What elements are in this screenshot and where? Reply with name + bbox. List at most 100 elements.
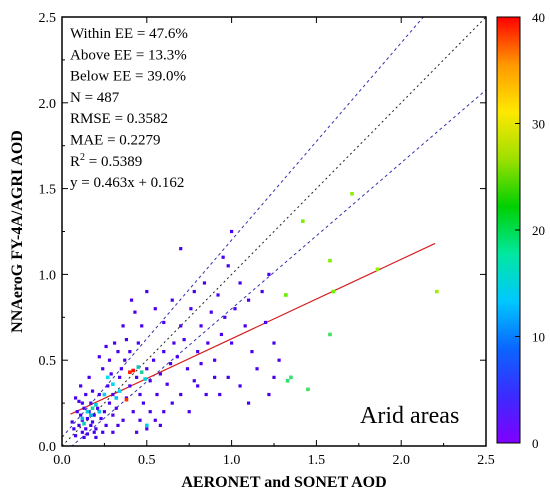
data-point — [179, 247, 183, 251]
data-point — [109, 372, 113, 376]
data-point — [226, 375, 230, 379]
stat-above-ee: Above EE = 13.3% — [70, 47, 187, 63]
data-point-highlight — [105, 375, 110, 380]
data-point — [263, 320, 268, 325]
data-point — [89, 401, 93, 405]
data-point — [136, 341, 140, 345]
data-point-highlight — [331, 289, 336, 294]
data-point — [145, 367, 149, 371]
data-point — [199, 324, 203, 328]
data-point — [84, 392, 88, 397]
data-point — [70, 420, 74, 424]
stat-below-ee: Below EE = 39.0% — [70, 69, 186, 85]
data-point — [255, 367, 259, 371]
data-point — [277, 358, 281, 362]
data-point — [94, 435, 98, 440]
data-point-highlight — [114, 396, 119, 400]
data-point — [135, 375, 139, 379]
data-point — [131, 410, 135, 414]
colorbar-tick-label: 0 — [532, 436, 539, 451]
data-point — [204, 392, 208, 397]
x-axis-label: AERONET and SONET AOD — [181, 474, 386, 491]
data-point — [187, 410, 191, 414]
stat-r2-superscript: 2 — [80, 152, 85, 163]
data-point — [89, 423, 93, 428]
data-points — [70, 191, 439, 440]
x-tick-label: 2.5 — [477, 453, 495, 468]
colorbar-tick-label: 10 — [532, 330, 545, 345]
data-point-highlight — [289, 375, 293, 380]
ee-upper-line — [62, 17, 424, 438]
one-to-one-line — [62, 17, 486, 446]
data-point — [80, 430, 84, 434]
stat-mae: MAE = 0.2279 — [70, 133, 161, 149]
data-point — [97, 392, 101, 397]
data-point — [114, 406, 118, 410]
data-point — [267, 392, 271, 397]
data-point — [172, 341, 176, 345]
data-point — [104, 344, 108, 349]
data-point — [92, 430, 96, 434]
colorbar-tick-label: 20 — [532, 223, 545, 238]
data-point — [141, 401, 146, 405]
data-point — [138, 392, 142, 397]
data-point-highlight — [94, 403, 98, 407]
x-tick-label: 1.5 — [308, 453, 326, 468]
data-point — [116, 350, 120, 354]
data-point — [118, 375, 122, 379]
data-point — [168, 362, 173, 366]
data-point — [145, 289, 149, 294]
data-point — [170, 298, 174, 302]
data-point — [99, 416, 103, 421]
data-point — [151, 358, 156, 362]
data-point — [148, 379, 152, 383]
data-point — [243, 324, 247, 328]
colorbar-tick-label: 40 — [532, 10, 545, 25]
stat-n: N = 487 — [70, 90, 120, 106]
data-point — [112, 341, 117, 345]
data-point — [77, 423, 81, 428]
data-point — [106, 384, 110, 388]
stat-r2-value: = 0.5389 — [85, 154, 142, 170]
data-point — [192, 379, 196, 383]
data-point — [238, 384, 242, 388]
data-point-highlight — [375, 267, 380, 272]
y-tick-label: 2.0 — [39, 97, 57, 112]
colorbar-tick-label: 30 — [532, 117, 545, 132]
data-point-highlight — [80, 416, 85, 421]
data-point — [199, 362, 203, 366]
data-point — [206, 341, 210, 345]
stat-r2: R2 = 0.5389 — [70, 152, 142, 170]
data-point — [82, 435, 86, 440]
data-point — [216, 293, 220, 297]
data-point — [84, 427, 88, 431]
data-point — [230, 341, 234, 345]
data-point — [73, 396, 78, 400]
data-point — [79, 413, 83, 417]
data-point — [128, 350, 132, 354]
data-point — [80, 401, 84, 405]
data-point — [213, 358, 217, 362]
data-point — [246, 298, 251, 302]
data-point-highlight — [350, 191, 354, 196]
data-point — [116, 423, 120, 428]
data-point-highlight — [117, 389, 122, 393]
data-point — [72, 427, 76, 431]
data-point — [87, 375, 91, 379]
data-point — [185, 367, 190, 371]
data-point — [230, 229, 234, 234]
x-tick-label: 1.0 — [223, 453, 241, 468]
data-point-highlight — [136, 365, 141, 369]
data-point-highlight — [102, 392, 107, 397]
data-point — [90, 420, 95, 424]
plot-area: 0.00.0 0.5 0.5 1.0 1.0 1.5 1.5 2.0 2.0 2.5 2.5 0 10 2… — [39, 10, 546, 468]
data-point-highlight — [284, 293, 288, 297]
data-point — [121, 418, 125, 422]
data-point — [75, 410, 79, 414]
data-point — [196, 350, 200, 354]
data-point — [238, 281, 242, 285]
data-point — [223, 315, 227, 319]
data-point — [192, 289, 196, 294]
data-point — [124, 338, 129, 342]
data-point — [85, 432, 90, 436]
